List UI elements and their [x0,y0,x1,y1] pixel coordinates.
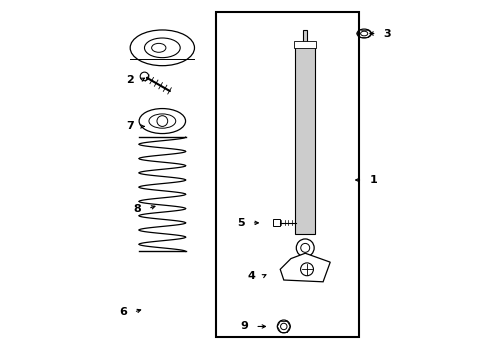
Bar [216,12,358,337]
Text: 4: 4 [247,271,255,282]
Bar [303,30,307,44]
Text: 2: 2 [126,75,134,85]
Text: 8: 8 [133,203,141,213]
Text: 6: 6 [119,307,127,317]
Text: 3: 3 [383,28,390,39]
Bar [293,41,316,48]
Polygon shape [280,253,329,282]
Text: 5: 5 [237,218,244,228]
Bar [272,219,279,226]
Text: 7: 7 [126,121,134,131]
Text: 9: 9 [240,321,248,332]
Text: 1: 1 [368,175,376,185]
Bar [295,44,314,234]
